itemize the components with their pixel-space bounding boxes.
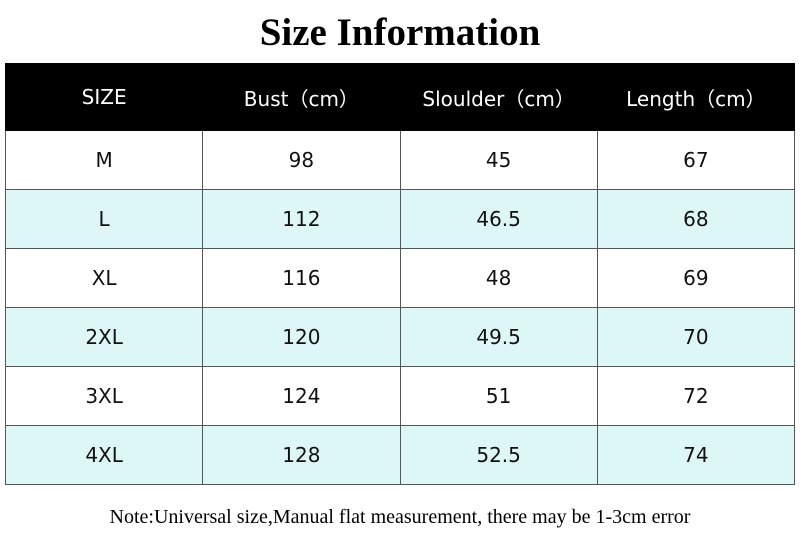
header-row: SIZE Bust（cm） Sloulder（cm） Length（cm） [4, 63, 796, 131]
table-cell: 3XL [4, 366, 204, 426]
table-cell: 72 [596, 366, 796, 426]
column-header: Length（cm） [596, 63, 796, 131]
table-cell: 48 [399, 248, 598, 308]
table-cell: 49.5 [399, 307, 598, 367]
size-table: SIZE Bust（cm） Sloulder（cm） Length（cm） M 98 45… [4, 63, 796, 485]
table-cell: 45 [399, 130, 598, 190]
table-cell: 70 [596, 307, 796, 367]
title: Size Information [259, 11, 541, 54]
table-cell: XL [4, 248, 204, 308]
table-cell: M [4, 130, 204, 190]
table-cell: 74 [596, 425, 796, 485]
table-cell: 124 [202, 366, 401, 426]
table-row: 4XL 128 52.5 74 [4, 425, 796, 485]
table-cell: 120 [202, 307, 401, 367]
table-cell: 112 [202, 189, 401, 249]
column-header: Sloulder（cm） [399, 63, 598, 131]
table-cell: L [4, 189, 204, 249]
table-body: M 98 45 67 L 112 46.5 68 XL 116 48 69 2XL 120 49.5 70 3X… [4, 130, 796, 485]
table-cell: 4XL [4, 425, 204, 485]
column-header: Bust（cm） [202, 63, 401, 131]
table-cell: 68 [596, 189, 796, 249]
table-cell: 116 [202, 248, 401, 308]
table-cell: 128 [202, 425, 401, 485]
table-cell: 67 [596, 130, 796, 190]
table-row: L 112 46.5 68 [4, 189, 796, 249]
table-row: 3XL 124 51 72 [4, 366, 796, 426]
table-cell: 98 [202, 130, 401, 190]
column-header: SIZE [4, 63, 204, 131]
table-cell: 46.5 [399, 189, 598, 249]
table-cell: 69 [596, 248, 796, 308]
table-row: XL 116 48 69 [4, 248, 796, 308]
table-cell: 2XL [4, 307, 204, 367]
table-row: 2XL 120 49.5 70 [4, 307, 796, 367]
table-cell: 51 [399, 366, 598, 426]
note: Note:Universal size,Manual flat measurem… [109, 506, 691, 528]
table-row: M 98 45 67 [4, 130, 796, 190]
table-cell: 52.5 [399, 425, 598, 485]
